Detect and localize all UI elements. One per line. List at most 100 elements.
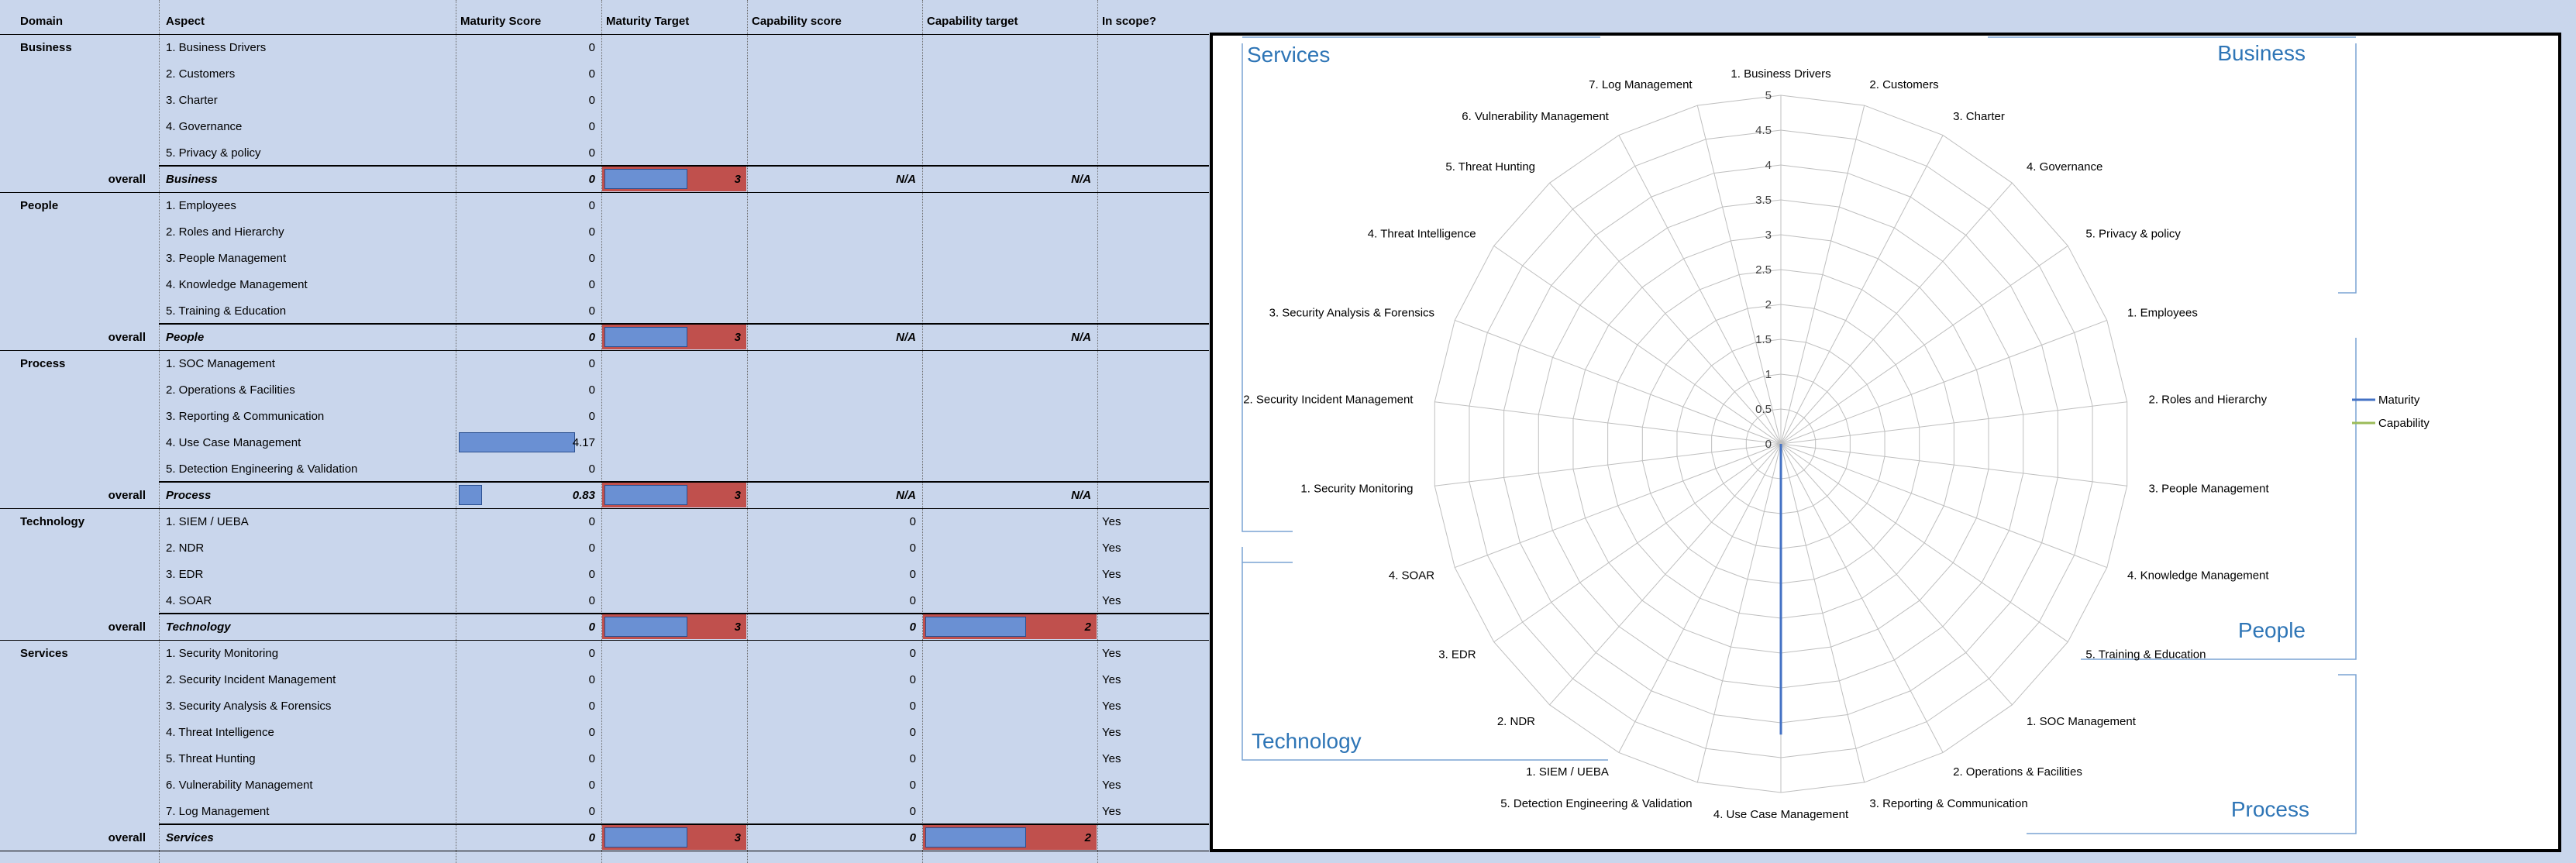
capability-score-cell[interactable]: 0: [909, 646, 916, 660]
maturity-score-cell[interactable]: 0: [588, 146, 595, 160]
capability-score-cell[interactable]: [749, 297, 919, 324]
maturity-score-cell[interactable]: 0: [588, 725, 595, 739]
aspect-label[interactable]: 1. SIEM / UEBA: [166, 514, 249, 528]
capability-score-cell[interactable]: 0: [909, 699, 916, 713]
aspect-label[interactable]: 1. Security Monitoring: [166, 646, 279, 660]
maturity-score-cell[interactable]: 0: [588, 356, 595, 370]
in-scope-cell[interactable]: [1102, 297, 1209, 324]
aspect-label[interactable]: 2. Roles and Hierarchy: [166, 225, 284, 239]
overall-capability-target[interactable]: N/A: [1071, 488, 1091, 502]
domain-label[interactable]: Services: [20, 646, 68, 660]
aspect-label[interactable]: 7. Log Management: [166, 804, 270, 818]
in-scope-cell[interactable]: [1102, 271, 1209, 297]
aspect-label[interactable]: 2. Customers: [166, 67, 236, 81]
in-scope-cell[interactable]: Yes: [1102, 699, 1121, 713]
capability-score-cell[interactable]: [749, 456, 919, 482]
aspect-label[interactable]: 2. Operations & Facilities: [166, 383, 295, 397]
capability-score-cell[interactable]: 0: [909, 541, 916, 555]
aspect-label[interactable]: 3. Charter: [166, 93, 218, 107]
in-scope-cell[interactable]: Yes: [1102, 646, 1121, 660]
header-maturity-score[interactable]: Maturity Score: [460, 14, 542, 28]
capability-score-cell[interactable]: [749, 218, 919, 245]
aspect-label[interactable]: 5. Training & Education: [166, 304, 287, 318]
capability-score-cell[interactable]: [749, 376, 919, 403]
in-scope-cell[interactable]: [1102, 350, 1209, 376]
overall-capability-target[interactable]: N/A: [1071, 330, 1091, 344]
header-capability-score[interactable]: Capability score: [752, 14, 842, 28]
capability-score-cell[interactable]: [749, 34, 919, 60]
capability-score-cell[interactable]: [749, 60, 919, 87]
in-scope-cell[interactable]: [1102, 218, 1209, 245]
in-scope-cell[interactable]: Yes: [1102, 778, 1121, 792]
overall-capability-score[interactable]: N/A: [896, 330, 916, 344]
in-scope-cell[interactable]: Yes: [1102, 593, 1121, 607]
aspect-label[interactable]: 3. People Management: [166, 251, 287, 265]
overall-maturity-score[interactable]: 0: [588, 620, 595, 634]
maturity-score-cell[interactable]: 0: [588, 93, 595, 107]
overall-capability-score[interactable]: 0: [909, 620, 916, 634]
domain-label[interactable]: Business: [20, 40, 72, 54]
in-scope-cell[interactable]: Yes: [1102, 751, 1121, 765]
maturity-score-cell[interactable]: 0: [588, 119, 595, 133]
overall-capability-target[interactable]: N/A: [1071, 172, 1091, 186]
maturity-score-cell[interactable]: 0: [588, 383, 595, 397]
aspect-label[interactable]: 3. Security Analysis & Forensics: [166, 699, 332, 713]
maturity-score-cell[interactable]: 0: [588, 67, 595, 81]
overall-maturity-target[interactable]: 3: [734, 172, 741, 186]
aspect-label[interactable]: 3. EDR: [166, 567, 204, 581]
capability-score-cell[interactable]: [749, 245, 919, 271]
aspect-label[interactable]: 5. Detection Engineering & Validation: [166, 462, 358, 476]
capability-score-cell[interactable]: 0: [909, 567, 916, 581]
maturity-score-cell[interactable]: 0: [588, 198, 595, 212]
maturity-score-cell[interactable]: 0: [588, 593, 595, 607]
overall-maturity-target[interactable]: 3: [734, 330, 741, 344]
in-scope-cell[interactable]: Yes: [1102, 804, 1121, 818]
overall-maturity-target[interactable]: 3: [734, 830, 741, 844]
maturity-score-cell[interactable]: 0: [588, 409, 595, 423]
in-scope-cell[interactable]: [1102, 245, 1209, 271]
in-scope-cell[interactable]: [1102, 34, 1209, 60]
overall-capability-score[interactable]: N/A: [896, 172, 916, 186]
capability-score-cell[interactable]: 0: [909, 725, 916, 739]
maturity-score-cell[interactable]: 0: [588, 646, 595, 660]
in-scope-cell[interactable]: Yes: [1102, 514, 1121, 528]
domain-label[interactable]: Technology: [20, 514, 85, 528]
maturity-score-cell[interactable]: 0: [588, 277, 595, 291]
aspect-label[interactable]: 5. Privacy & policy: [166, 146, 261, 160]
in-scope-cell[interactable]: Yes: [1102, 672, 1121, 686]
domain-label[interactable]: Process: [20, 356, 66, 370]
in-scope-cell[interactable]: Yes: [1102, 725, 1121, 739]
capability-score-cell[interactable]: [749, 429, 919, 456]
maturity-score-cell[interactable]: 0: [588, 778, 595, 792]
capability-score-cell[interactable]: 0: [909, 804, 916, 818]
in-scope-cell[interactable]: [1102, 139, 1209, 166]
in-scope-cell[interactable]: Yes: [1102, 541, 1121, 555]
capability-score-cell[interactable]: [749, 87, 919, 113]
maturity-score-cell[interactable]: 0: [588, 462, 595, 476]
capability-score-cell[interactable]: [749, 350, 919, 376]
overall-maturity-score[interactable]: 0: [588, 330, 595, 344]
header-aspect[interactable]: Aspect: [166, 14, 205, 28]
aspect-label[interactable]: 2. Security Incident Management: [166, 672, 336, 686]
capability-score-cell[interactable]: 0: [909, 672, 916, 686]
aspect-label[interactable]: 4. Knowledge Management: [166, 277, 308, 291]
maturity-score-cell[interactable]: 4.17: [572, 435, 595, 449]
overall-capability-target[interactable]: 2: [1084, 830, 1091, 844]
aspect-label[interactable]: 3. Reporting & Communication: [166, 409, 325, 423]
in-scope-cell[interactable]: [1102, 429, 1209, 456]
aspect-label[interactable]: 4. Use Case Management: [166, 435, 301, 449]
overall-maturity-score[interactable]: 0: [588, 830, 595, 844]
in-scope-cell[interactable]: Yes: [1102, 567, 1121, 581]
aspect-label[interactable]: 4. Threat Intelligence: [166, 725, 274, 739]
capability-score-cell[interactable]: [749, 271, 919, 297]
aspect-label[interactable]: 4. Governance: [166, 119, 243, 133]
in-scope-cell[interactable]: [1102, 60, 1209, 87]
header-maturity-target[interactable]: Maturity Target: [606, 14, 690, 28]
aspect-label[interactable]: 2. NDR: [166, 541, 205, 555]
capability-score-cell[interactable]: [749, 403, 919, 429]
overall-capability-score[interactable]: N/A: [896, 488, 916, 502]
overall-maturity-score[interactable]: 0.83: [572, 488, 595, 502]
capability-score-cell[interactable]: 0: [909, 751, 916, 765]
maturity-score-cell[interactable]: 0: [588, 225, 595, 239]
capability-score-cell[interactable]: [749, 139, 919, 166]
